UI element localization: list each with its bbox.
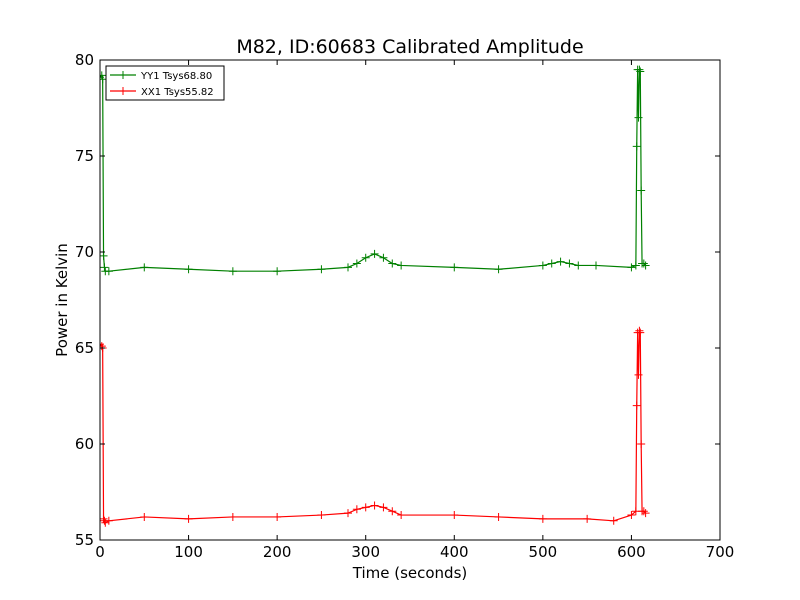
data-point	[636, 328, 645, 337]
data-point	[184, 265, 193, 274]
data-point	[100, 342, 106, 351]
data-point	[379, 503, 388, 512]
data-point	[538, 261, 547, 270]
series-2	[100, 326, 650, 527]
data-point	[104, 267, 113, 276]
plot-area-frame	[99, 59, 721, 541]
data-point	[634, 113, 643, 122]
data-point	[574, 261, 583, 270]
legend: YY1 Tsys68.80 XX1 Tsys55.82	[105, 65, 225, 101]
x-axis-label: Time (seconds)	[352, 564, 468, 582]
legend-label: XX1 Tsys55.82	[141, 87, 214, 98]
data-point	[184, 514, 193, 523]
data-point	[450, 511, 459, 520]
chart-title: M82, ID:60683 Calibrated Amplitude	[236, 36, 583, 58]
data-point	[100, 514, 108, 523]
x-tick-label: 700	[706, 543, 735, 561]
data-point	[228, 267, 237, 276]
data-point	[273, 512, 282, 521]
data-point	[637, 440, 646, 448]
data-point	[370, 501, 379, 510]
data-point	[565, 259, 574, 268]
y-tick-label: 80	[75, 51, 94, 69]
data-point	[641, 261, 650, 270]
data-point	[637, 186, 646, 195]
data-point	[370, 249, 379, 258]
legend-box	[105, 65, 225, 101]
data-point	[352, 505, 361, 514]
y-tick-label: 55	[75, 531, 94, 549]
data-point	[631, 261, 640, 270]
data-point	[100, 263, 109, 272]
data-point	[317, 511, 326, 520]
y-axis: 55 60 65 70 75 80	[75, 51, 720, 549]
legend-marker	[119, 71, 127, 79]
data-point	[104, 516, 113, 525]
data-point	[140, 263, 149, 272]
data-point	[344, 263, 352, 272]
data-point	[592, 261, 600, 270]
data-point	[547, 259, 556, 268]
data-point	[228, 512, 237, 521]
x-tick-label: 100	[174, 543, 203, 561]
x-tick-label: 0	[95, 543, 105, 561]
data-point	[379, 253, 388, 262]
data-point	[100, 71, 106, 80]
data-point	[388, 507, 397, 516]
data-point	[344, 509, 352, 518]
data-point	[639, 259, 648, 268]
data-point	[636, 67, 645, 76]
data-point	[450, 263, 459, 272]
data-point	[494, 512, 503, 521]
x-axis: 0 100 200 300 400 500 600 700	[95, 60, 734, 561]
series-layer	[100, 65, 650, 527]
data-point	[140, 512, 149, 521]
data-point	[352, 259, 361, 268]
data-point	[101, 518, 110, 527]
data-point	[556, 257, 565, 266]
x-tick-label: 500	[529, 543, 558, 561]
data-point	[273, 267, 282, 276]
x-tick-label: 400	[440, 543, 469, 561]
legend-marker	[119, 87, 127, 95]
data-point	[609, 516, 618, 525]
y-tick-label: 75	[75, 147, 94, 165]
y-tick-label: 65	[75, 339, 94, 357]
data-point	[317, 265, 326, 274]
data-point	[639, 507, 648, 516]
data-point	[627, 511, 636, 520]
data-point	[627, 263, 636, 272]
data-point	[388, 259, 397, 268]
data-point	[583, 514, 592, 523]
data-point	[397, 511, 406, 520]
x-tick-label: 600	[617, 543, 646, 561]
data-point	[397, 261, 406, 270]
data-point	[100, 251, 108, 260]
data-point	[361, 503, 370, 512]
series-1	[100, 65, 650, 276]
data-point	[641, 509, 650, 518]
data-point	[635, 326, 644, 335]
data-point	[635, 65, 644, 74]
data-point	[100, 75, 107, 84]
y-tick-label: 70	[75, 243, 94, 261]
data-point	[634, 370, 643, 379]
x-tick-label: 300	[351, 543, 380, 561]
x-tick-label: 200	[263, 543, 292, 561]
data-point	[632, 142, 641, 151]
data-point	[361, 253, 370, 262]
legend-label: YY1 Tsys68.80	[140, 71, 212, 82]
y-axis-label: Power in Kelvin	[53, 243, 71, 357]
series-line	[100, 69, 647, 272]
data-point	[494, 265, 503, 274]
data-point	[538, 514, 547, 523]
y-tick-label: 60	[75, 435, 94, 453]
data-point	[632, 401, 641, 410]
